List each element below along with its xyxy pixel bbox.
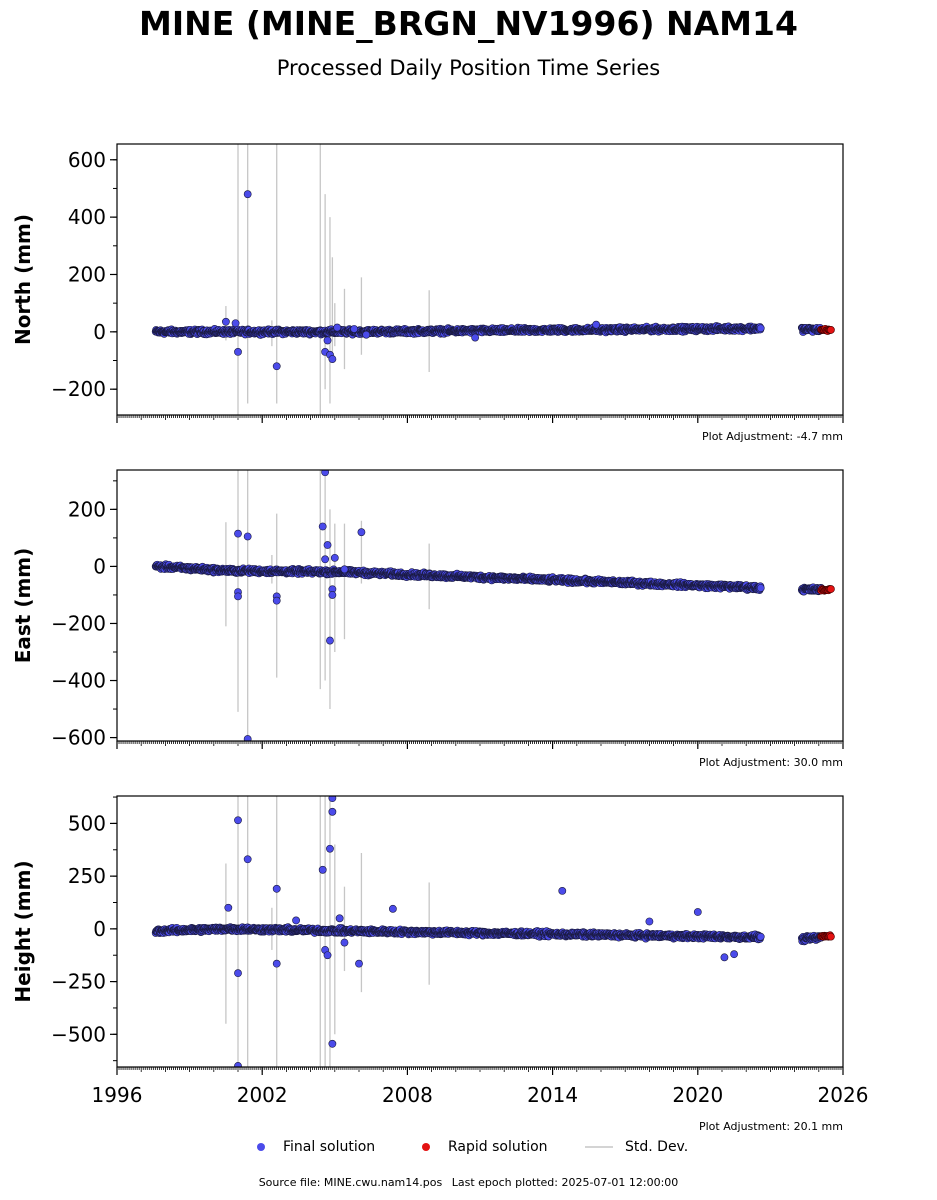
- y-tick-label: −600: [51, 726, 106, 750]
- final-solution-point: [471, 333, 480, 342]
- y-tick-label: 0: [93, 554, 106, 578]
- final-solution-point: [328, 591, 337, 599]
- final-solution-point: [592, 320, 601, 329]
- y-tick-label: −200: [51, 611, 106, 635]
- final-solution-point: [330, 553, 339, 562]
- final-solution-point: [323, 336, 332, 345]
- y-tick-label: −200: [51, 377, 106, 401]
- panel-1: −600 −400 −200 0 200 East (mm) Plot Adjustment…: [11, 469, 844, 769]
- y-tick-label: 400: [68, 205, 106, 229]
- final-solution-point: [221, 317, 230, 326]
- y-axis-label: North (mm): [11, 214, 35, 345]
- final-solution-point: [234, 592, 242, 601]
- y-axis-label: East (mm): [11, 548, 35, 664]
- final-solution-point: [231, 319, 240, 328]
- final-solution-point: [234, 529, 242, 538]
- y-tick-label: −400: [51, 669, 106, 693]
- final-solution-point: [756, 584, 765, 592]
- final-solution-point: [272, 596, 281, 605]
- y-tick-label: 200: [68, 497, 106, 521]
- rapid-solution-point: [827, 326, 835, 334]
- final-solution-point: [350, 325, 359, 333]
- final-solution-point: [328, 355, 337, 363]
- final-solution-point: [272, 362, 281, 371]
- final-solution-point: [362, 330, 371, 339]
- plot-frame: [116, 143, 844, 416]
- final-solution-point: [756, 324, 765, 333]
- y-tick-label: 600: [68, 148, 106, 172]
- plot-adjustment-label: Plot Adjustment: 30.0 mm: [699, 756, 843, 769]
- plot-area: [151, 470, 835, 741]
- final-solution-point: [326, 636, 334, 645]
- final-solution-point: [243, 190, 252, 199]
- final-solution-point: [243, 735, 252, 741]
- panel-0: −200 0 200 400 600 North (mm) Plot Adjustment:…: [11, 143, 844, 443]
- final-solution-point: [321, 555, 330, 564]
- y-tick-label: 0: [93, 320, 106, 344]
- plot-area: [151, 796, 835, 1067]
- final-solution-point: [318, 522, 327, 531]
- plot-adjustment-label: Plot Adjustment: -4.7 mm: [702, 430, 843, 443]
- final-solution-point: [340, 565, 349, 574]
- final-solution-point: [234, 348, 242, 356]
- plot-area: [151, 144, 835, 415]
- page-subtitle: Processed Daily Position Time Series: [276, 56, 661, 80]
- final-solution-point: [243, 532, 252, 541]
- final-solution-point: [323, 541, 332, 549]
- rapid-solution-point: [827, 585, 835, 593]
- final-solution-point: [321, 470, 330, 477]
- page-title: MINE (MINE_BRGN_NV1996) NAM14: [139, 4, 798, 43]
- final-solution-point: [333, 323, 342, 332]
- final-solution-point: [357, 528, 366, 537]
- y-tick-label: 200: [68, 262, 106, 286]
